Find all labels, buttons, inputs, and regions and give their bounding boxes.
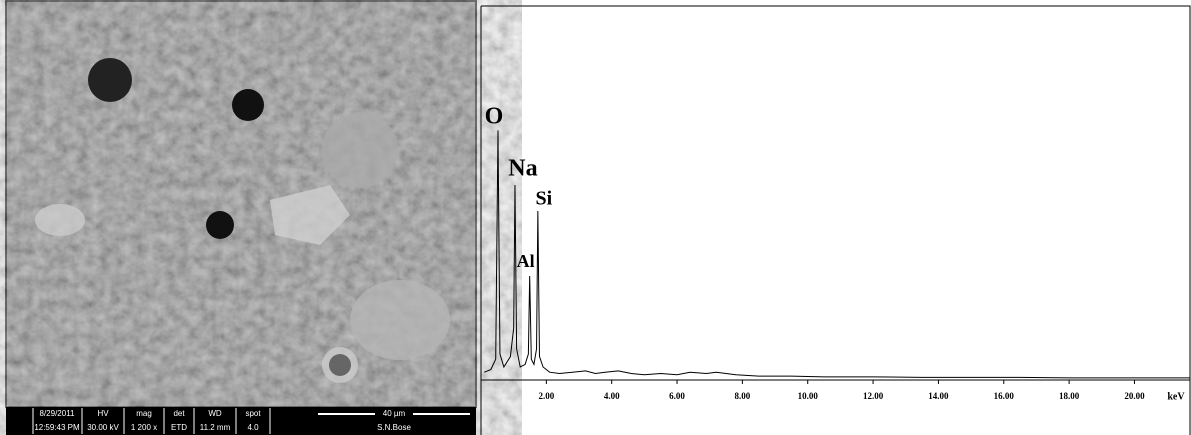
peak-label: Si bbox=[536, 188, 553, 210]
info-text: det bbox=[173, 409, 185, 418]
figure: 8/29/2011 12:59:43 PM HV 30.00 kV mag 1 200 x… bbox=[0, 0, 1191, 435]
info-text: 11.2 mm bbox=[200, 423, 231, 432]
info-text: HV bbox=[97, 409, 109, 418]
info-text: mag bbox=[136, 409, 152, 418]
x-tick-label: 18.00 bbox=[1059, 391, 1080, 401]
peak-label: O bbox=[485, 104, 504, 130]
info-text: 8/29/2011 bbox=[40, 409, 76, 418]
info-text: spot bbox=[245, 409, 261, 418]
page: 8/29/2011 12:59:43 PM HV 30.00 kV mag 1 200 x… bbox=[0, 0, 1191, 435]
x-tick-label: 4.00 bbox=[604, 391, 620, 401]
spectrum-panel: keV bbox=[481, 6, 1190, 435]
info-text: 40 µm bbox=[383, 409, 406, 418]
x-tick-label: 6.00 bbox=[669, 391, 685, 401]
x-tick-label: 10.00 bbox=[798, 391, 819, 401]
info-text: 1 200 x bbox=[131, 423, 157, 432]
x-tick-label: 12.00 bbox=[863, 391, 884, 401]
x-tick-label: 8.00 bbox=[735, 391, 751, 401]
x-tick-label: 2.00 bbox=[538, 391, 554, 401]
info-text: 12:59:43 PM bbox=[34, 423, 80, 432]
x-tick-label: 14.00 bbox=[928, 391, 949, 401]
x-axis-label: keV bbox=[1167, 391, 1185, 402]
sem-image bbox=[6, 1, 476, 407]
info-text: WD bbox=[208, 409, 222, 418]
peak-label: Na bbox=[508, 156, 537, 182]
x-tick-label: 16.00 bbox=[994, 391, 1015, 401]
info-text: ETD bbox=[171, 423, 187, 432]
info-text: 30.00 kV bbox=[87, 423, 119, 432]
peak-label: Al bbox=[517, 251, 535, 271]
info-text: S.N.Bose bbox=[377, 423, 411, 432]
info-text: 4.0 bbox=[247, 423, 259, 432]
spectrum-line bbox=[484, 130, 1190, 378]
sem-info-bar: 8/29/2011 12:59:43 PM HV 30.00 kV mag 1 200 x… bbox=[6, 407, 476, 435]
x-tick-label: 20.00 bbox=[1124, 391, 1145, 401]
